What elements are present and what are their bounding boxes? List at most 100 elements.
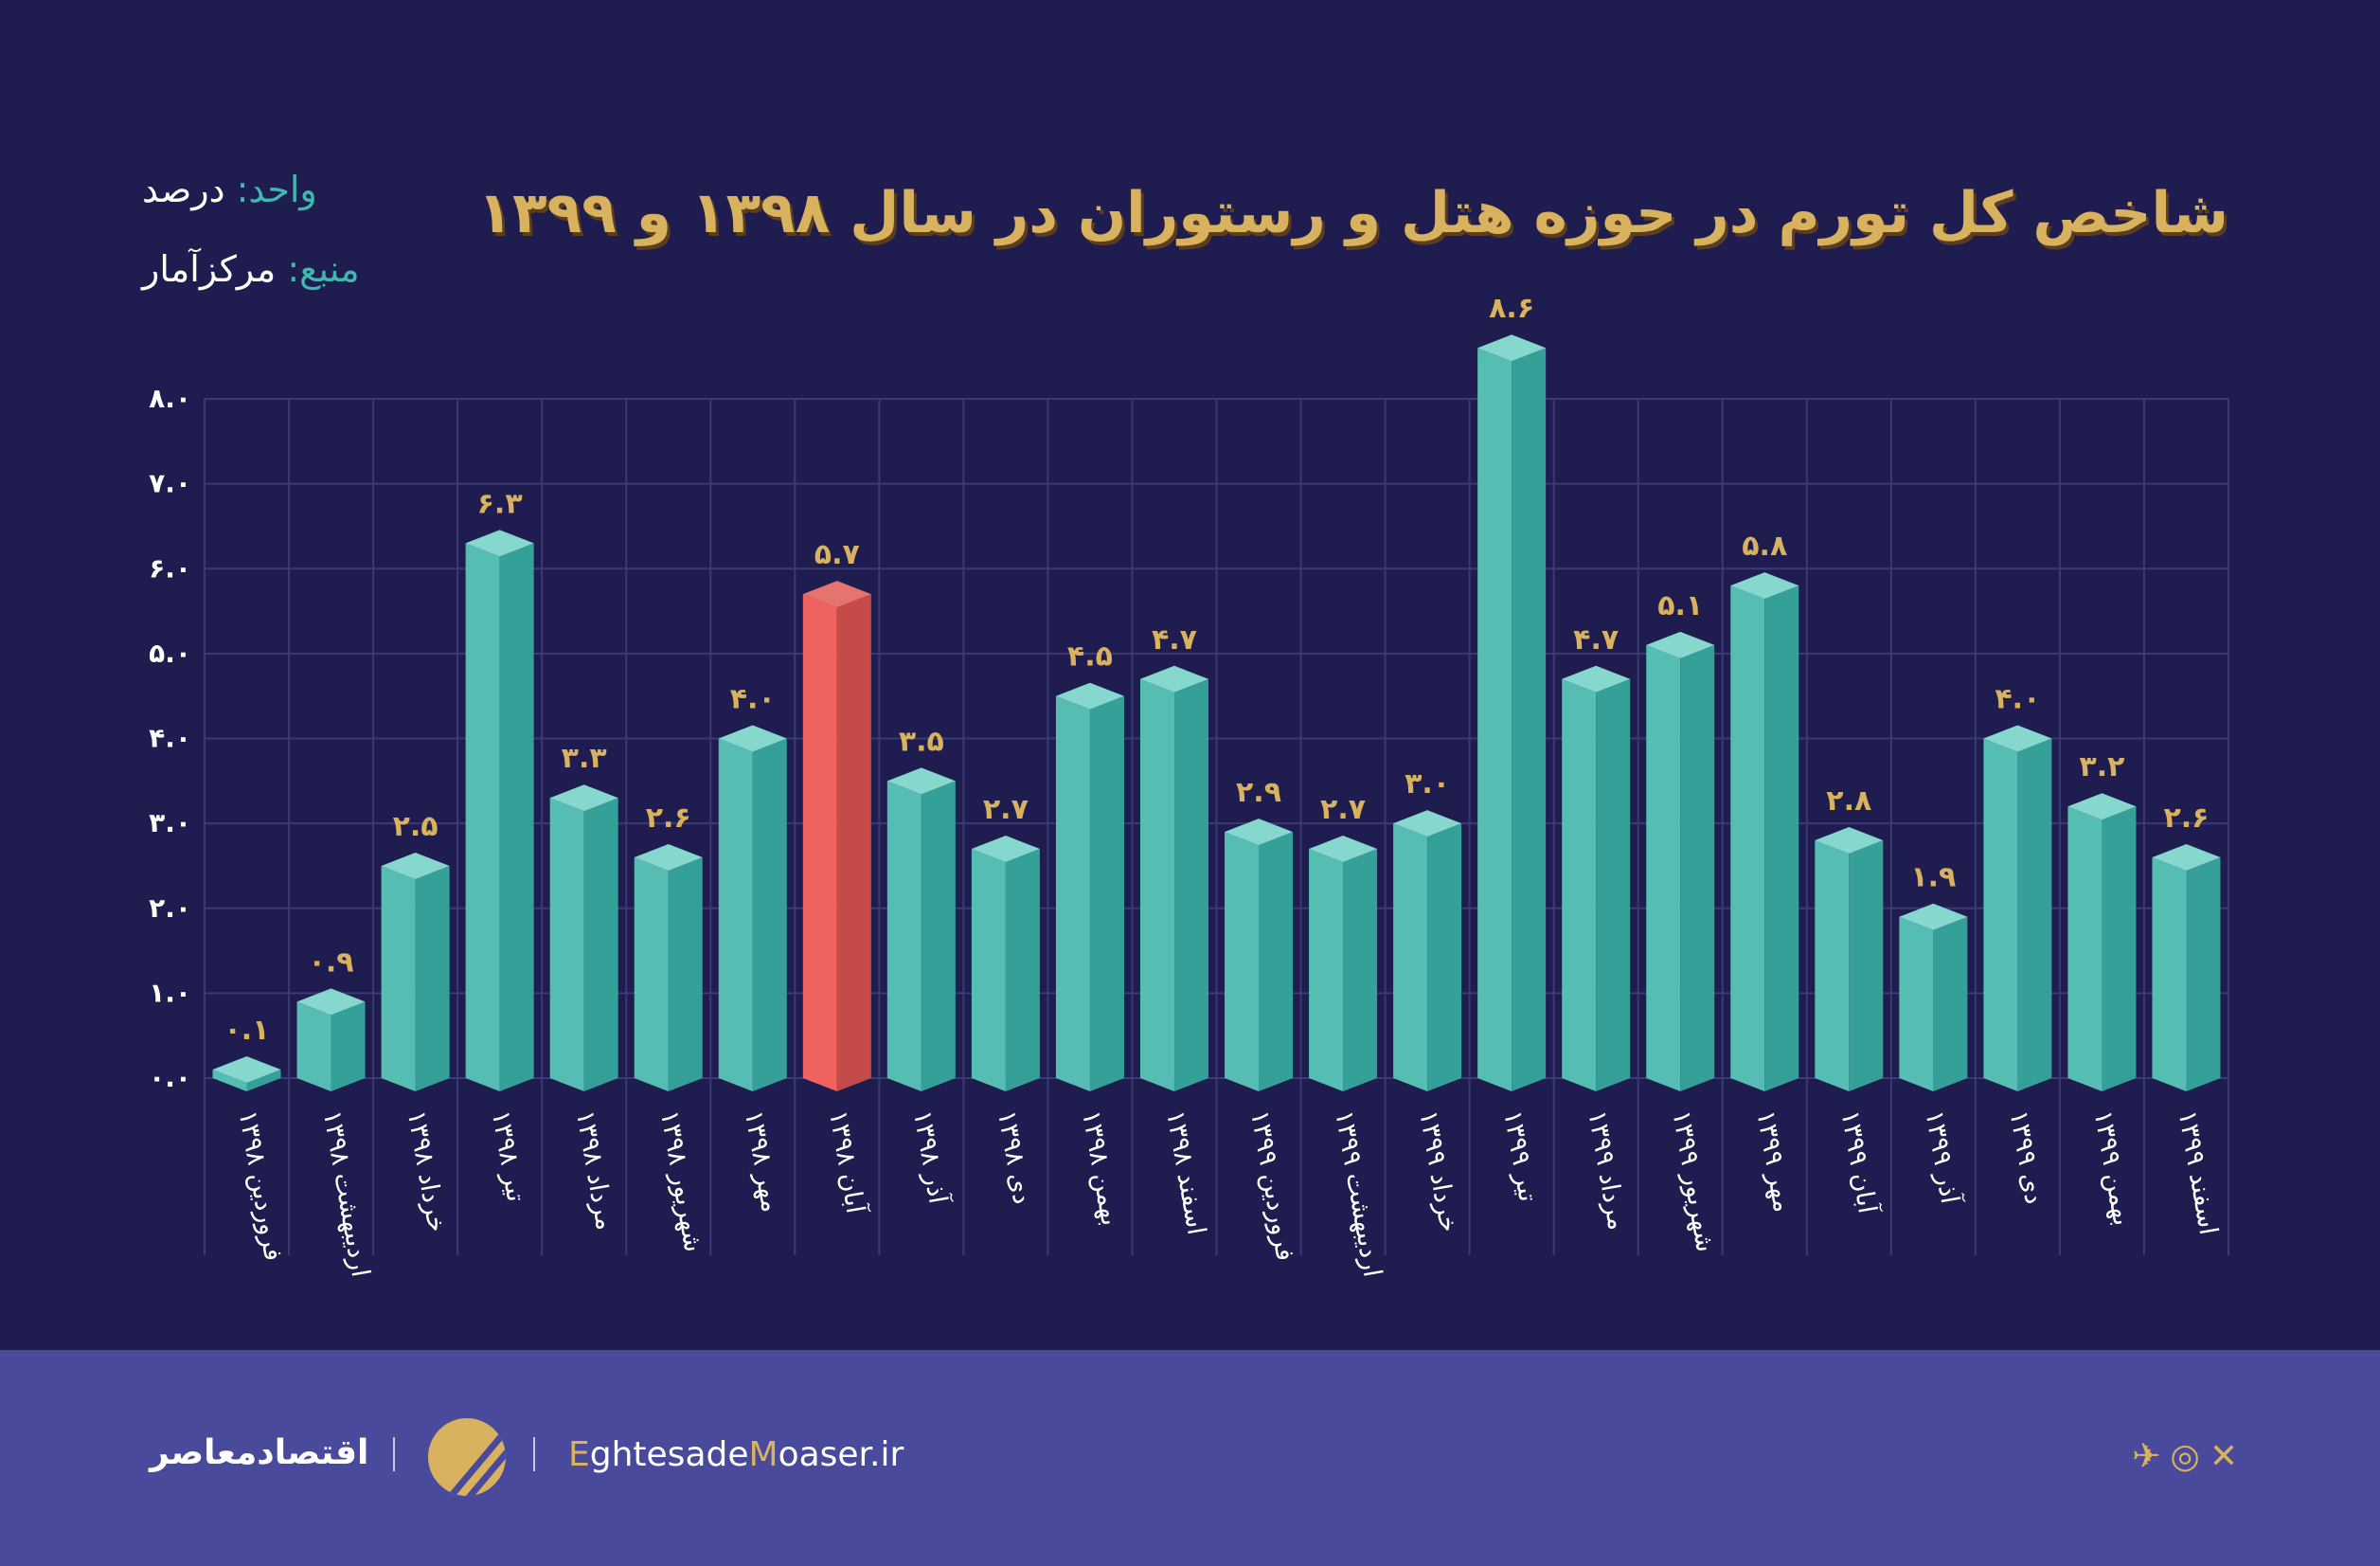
- bar-top: [465, 530, 534, 557]
- value-label: ۱.۹: [1910, 861, 1956, 894]
- bar-top: [1646, 631, 1715, 658]
- bar-top: [549, 784, 618, 812]
- bar-right-face: [2186, 856, 2221, 1091]
- bar-right-face: [1259, 832, 1294, 1091]
- x-tick-label: دی ۱۳۹۸: [992, 1108, 1037, 1207]
- value-label: ۳.۵: [899, 725, 944, 758]
- bar-top: [1393, 810, 1462, 837]
- bar-left-face: [1393, 823, 1428, 1091]
- bar-top: [2152, 843, 2221, 871]
- bar-right-face: [1933, 916, 1968, 1091]
- instagram-icon[interactable]: ◎: [2170, 1437, 2200, 1476]
- x-tick-label: آبان ۱۳۹۹: [1834, 1108, 1883, 1217]
- bar-top: [381, 852, 450, 879]
- bar-top: [718, 725, 787, 752]
- x-tick-label: خرداد ۱۳۹۸: [402, 1108, 452, 1234]
- bar-top: [1815, 827, 1884, 855]
- website-link[interactable]: EghtesadeMoaser.ir: [568, 1435, 904, 1474]
- bar-top: [1730, 572, 1799, 600]
- x-icon[interactable]: ✕: [2209, 1437, 2238, 1476]
- brand-name: اقتصادمعاصر: [150, 1433, 369, 1472]
- bar-right-face: [499, 543, 534, 1091]
- value-label: ۰.۹: [309, 945, 354, 979]
- bar-top: [212, 1056, 281, 1084]
- bar-right-face: [752, 738, 787, 1091]
- bar-left-face: [2152, 856, 2187, 1091]
- value-label: ۵.۱: [1657, 589, 1703, 622]
- bar-top: [1055, 682, 1124, 710]
- x-tick-label: آبان ۱۳۹۸: [823, 1108, 871, 1217]
- bar-top: [2067, 793, 2137, 820]
- value-label: ۴.۷: [1573, 623, 1619, 657]
- source-info: منبع: مرکزآمار: [142, 248, 360, 290]
- value-label: ۴.۰: [1995, 683, 2040, 716]
- bar-left-face: [1646, 644, 1681, 1091]
- bar-left-face: [971, 849, 1006, 1091]
- value-label: ۶.۳: [477, 487, 523, 520]
- x-tick-label: اسفند ۱۳۹۸: [1160, 1108, 1211, 1237]
- bar-left-face: [1477, 348, 1512, 1092]
- value-label: ۲.۶: [2163, 801, 2209, 835]
- bar-right-face: [1596, 678, 1631, 1091]
- value-label: ۲.۸: [1826, 784, 1871, 818]
- bar-top: [634, 843, 703, 871]
- unit-info: واحد: درصد: [142, 169, 317, 210]
- bar-left-face: [718, 738, 753, 1091]
- bar-right-face: [1512, 348, 1547, 1092]
- x-tick-label: آذر ۱۳۹۹: [1919, 1108, 1965, 1208]
- bar-left-face: [2067, 806, 2103, 1091]
- bar-top: [296, 988, 366, 1016]
- bar-right-face: [1343, 849, 1378, 1091]
- bar-left-face: [1055, 695, 1090, 1091]
- social-links: ✈ ◎ ✕: [2132, 1437, 2238, 1476]
- bar-left-face: [1562, 678, 1597, 1091]
- x-tick-label: اردیبهشت ۱۳۹۸: [317, 1108, 375, 1280]
- value-label: ۳.۳: [562, 742, 607, 775]
- unit-label: واحد:: [236, 169, 317, 210]
- x-tick-label: دی ۱۳۹۹: [2004, 1108, 2049, 1207]
- divider: [533, 1437, 535, 1471]
- value-label: ۴.۷: [1152, 623, 1197, 657]
- y-tick-label: ۰.۰: [149, 1062, 191, 1093]
- bar-left-face: [296, 1001, 331, 1091]
- bar-right-face: [1173, 678, 1208, 1091]
- bar-left-face: [1815, 840, 1850, 1091]
- unit-value: درصد: [142, 169, 225, 210]
- bar-top: [1225, 819, 1294, 846]
- bar-left-face: [886, 781, 922, 1091]
- chart-title: شاخص کل تورم در حوزه هتل و رستوران در سا…: [477, 180, 2228, 246]
- value-label: ۴.۵: [1067, 640, 1113, 674]
- y-tick-label: ۵.۰: [149, 638, 191, 669]
- x-tick-label: مرداد ۱۳۹۹: [1582, 1108, 1632, 1233]
- x-tick-label: شهریور ۱۳۹۸: [654, 1108, 708, 1254]
- bar-left-face: [634, 856, 669, 1091]
- bar-top: [1477, 334, 1547, 362]
- x-tick-label: بهمن ۱۳۹۸: [1076, 1108, 1125, 1228]
- bar-top: [1899, 903, 1968, 930]
- bar-left-face: [1309, 849, 1344, 1091]
- value-label: ۰.۱: [224, 1014, 270, 1047]
- x-tick-label: فروردین ۱۳۹۹: [1244, 1108, 1299, 1264]
- x-tick-label: فروردین ۱۳۹۸: [233, 1108, 288, 1264]
- bar-right-face: [1427, 823, 1462, 1091]
- value-label: ۴.۰: [730, 683, 776, 716]
- x-tick-label: تیر ۱۳۹۹: [1497, 1108, 1542, 1204]
- bar-right-face: [1764, 585, 1799, 1091]
- bar-left-face: [549, 798, 584, 1091]
- bar-left-face: [1139, 678, 1174, 1091]
- bar-right-face: [921, 781, 956, 1091]
- telegram-icon[interactable]: ✈: [2132, 1437, 2161, 1476]
- y-tick-label: ۶.۰: [149, 552, 191, 584]
- bar-top: [886, 767, 956, 795]
- value-label: ۲.۵: [393, 810, 438, 843]
- bar-right-face: [1005, 849, 1040, 1091]
- x-tick-label: مرداد ۱۳۹۸: [570, 1108, 620, 1233]
- bar-left-face: [802, 594, 837, 1091]
- value-label: ۲.۷: [983, 793, 1029, 826]
- bar-chart: ۰.۰ ۱.۰ ۲.۰ ۳.۰ ۴.۰ ۵.۰ ۶.۰ ۷.۰ ۸.۰ ۰.۱ فروردین ۱۳…: [149, 292, 2229, 1280]
- x-tick-label: بهمن ۱۳۹۹: [2088, 1108, 2138, 1228]
- bar-right-face: [2102, 806, 2137, 1091]
- bar-top: [802, 581, 871, 608]
- x-tick-label: تیر ۱۳۹۸: [486, 1108, 530, 1204]
- bar-top: [1562, 665, 1631, 693]
